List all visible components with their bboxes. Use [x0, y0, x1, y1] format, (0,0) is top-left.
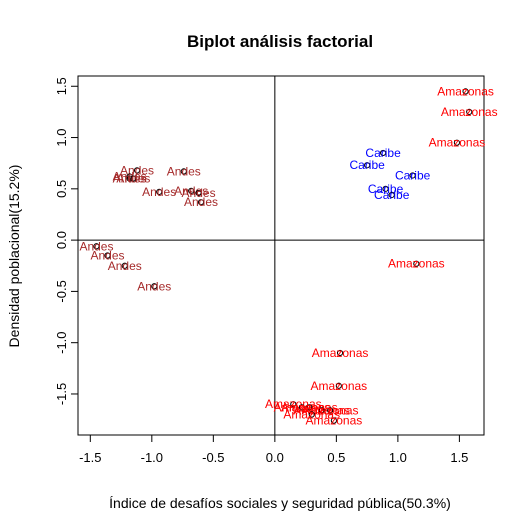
data-point: [462, 88, 469, 95]
point-label: Andes: [137, 279, 171, 293]
point-label: Andes: [113, 172, 147, 186]
data-point: [336, 349, 344, 357]
point-label: Caribe: [374, 188, 410, 202]
x-tick-label: 1.0: [389, 450, 407, 465]
data-point: [318, 407, 325, 414]
data-point: [156, 188, 163, 196]
point-label: Amazonas: [293, 403, 350, 417]
x-tick-label: 1.5: [450, 450, 468, 465]
data-point: [382, 185, 389, 192]
point-label: Andes: [113, 170, 147, 184]
point-label: Caribe: [395, 168, 431, 182]
point-label: Caribe: [349, 158, 385, 172]
data-point: [197, 199, 205, 206]
point-label: Amazonas: [281, 400, 338, 414]
point-label: Andes: [182, 186, 216, 200]
point-label: Andes: [91, 249, 125, 263]
data-points: AndesAndesAndesAndesAndesAndesAndesAndes…: [79, 84, 497, 427]
plot-frame: [77, 75, 485, 436]
point-label: Andes: [167, 164, 201, 178]
point-label: Amazonas: [441, 105, 498, 119]
data-point: [121, 262, 128, 269]
point-label: Amazonas: [283, 407, 340, 421]
y-tick-label: 0.5: [54, 180, 69, 198]
data-point: [104, 252, 111, 259]
data-point: [453, 139, 461, 146]
y-tick-label: 1.5: [54, 77, 69, 95]
point-label: Andes: [174, 184, 208, 198]
point-label: Andes: [108, 259, 142, 273]
point-label: Amazonas: [312, 346, 369, 360]
data-point: [466, 108, 473, 116]
data-point: [413, 260, 420, 267]
data-point: [188, 187, 195, 194]
data-point: [380, 149, 387, 157]
y-tick-label: 1.0: [54, 129, 69, 147]
point-label: Amazonas: [429, 136, 486, 150]
y-tick-label: 0.0: [54, 231, 69, 249]
data-point: [151, 283, 158, 290]
point-label: Andes: [184, 195, 218, 209]
point-label: Amazonas: [388, 257, 445, 271]
point-label: Andes: [116, 172, 150, 186]
x-tick-label: -1.5: [79, 450, 101, 465]
point-label: Amazonas: [302, 403, 359, 417]
x-axis-label: Índice de desafíos sociales y seguridad …: [109, 495, 451, 511]
chart-title: Biplot análisis factorial: [187, 32, 373, 51]
data-point: [93, 243, 100, 250]
data-point: [290, 401, 297, 408]
y-axis: -1.5 -1.0 -0.5 0.0 0.5 1.0 1.5: [54, 77, 78, 405]
data-point: [180, 168, 187, 175]
y-axis-label: Densidad poblacional(15.2%): [6, 165, 22, 348]
data-point: [308, 411, 315, 418]
point-label: Caribe: [365, 146, 401, 160]
point-label: Andes: [79, 239, 113, 253]
data-point: [409, 172, 416, 179]
data-point: [388, 191, 395, 199]
data-point: [195, 189, 202, 197]
y-tick-label: -0.5: [54, 280, 69, 302]
point-label: Amazonas: [274, 400, 331, 414]
reference-lines: [78, 76, 484, 435]
data-point: [133, 167, 141, 174]
data-point: [335, 382, 342, 389]
data-point: [330, 417, 338, 424]
data-point: [364, 162, 371, 169]
x-tick-label: -0.5: [202, 450, 224, 465]
x-axis: -1.5 -1.0 -0.5 0.0 0.5 1.0 1.5: [79, 435, 468, 465]
x-tick-label: -1.0: [141, 450, 163, 465]
point-label: Amazonas: [310, 379, 367, 393]
point-label: Amazonas: [437, 84, 494, 98]
point-label: Amazonas: [306, 414, 363, 428]
point-label: Amazonas: [265, 397, 322, 411]
data-point: [126, 175, 133, 182]
data-point: [306, 404, 313, 411]
data-point: [327, 407, 334, 414]
x-tick-label: 0.5: [327, 450, 345, 465]
point-label: Caribe: [368, 182, 404, 196]
y-tick-label: -1.0: [54, 331, 69, 353]
x-tick-label: 0.0: [266, 450, 284, 465]
data-point: [298, 404, 306, 411]
y-tick-label: -1.5: [54, 383, 69, 405]
point-label: Andes: [142, 185, 176, 199]
data-point: [130, 175, 137, 182]
